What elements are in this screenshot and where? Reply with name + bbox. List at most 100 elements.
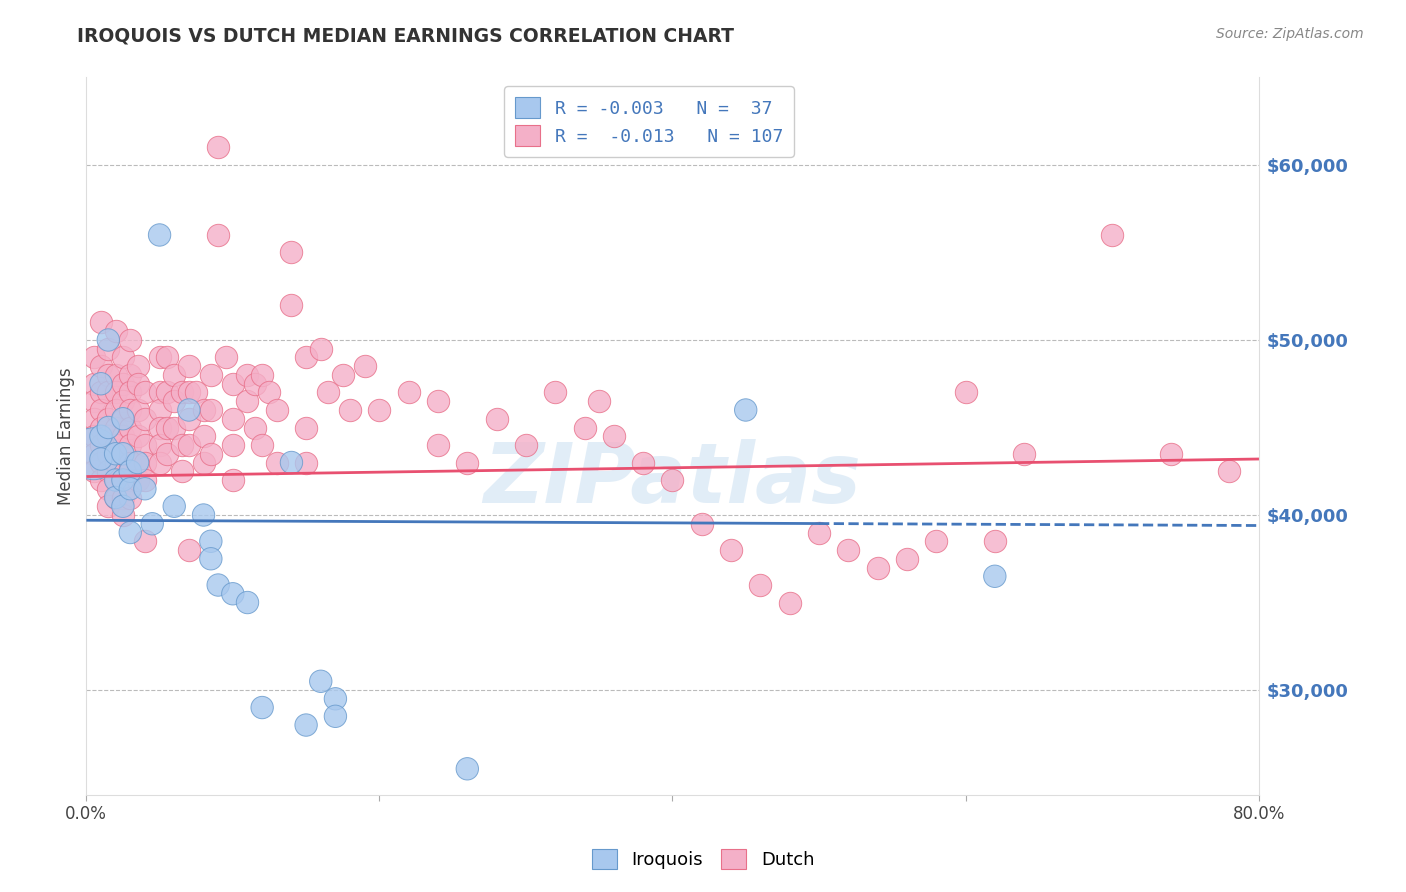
Point bbox=[97, 447, 120, 461]
Point bbox=[325, 709, 347, 723]
Point bbox=[148, 385, 170, 400]
Point bbox=[111, 473, 134, 487]
Point bbox=[90, 452, 112, 467]
Point bbox=[193, 456, 215, 470]
Point bbox=[90, 473, 112, 487]
Point bbox=[207, 140, 229, 154]
Point bbox=[83, 394, 105, 409]
Point bbox=[250, 368, 273, 382]
Point bbox=[325, 691, 347, 706]
Point bbox=[266, 403, 288, 417]
Point bbox=[90, 376, 112, 391]
Point bbox=[690, 516, 713, 531]
Point bbox=[97, 482, 120, 496]
Point bbox=[309, 674, 332, 689]
Point bbox=[280, 456, 302, 470]
Point bbox=[90, 420, 112, 434]
Point bbox=[200, 551, 222, 566]
Point bbox=[163, 500, 186, 514]
Point bbox=[925, 534, 948, 549]
Point bbox=[104, 438, 127, 452]
Point bbox=[148, 420, 170, 434]
Point bbox=[148, 403, 170, 417]
Point bbox=[104, 473, 127, 487]
Point bbox=[120, 491, 142, 505]
Point bbox=[90, 359, 112, 374]
Point bbox=[156, 447, 179, 461]
Point bbox=[127, 359, 149, 374]
Point bbox=[90, 385, 112, 400]
Point bbox=[574, 420, 596, 434]
Point bbox=[984, 534, 1007, 549]
Point bbox=[316, 385, 339, 400]
Point bbox=[97, 429, 120, 443]
Point bbox=[186, 385, 208, 400]
Point bbox=[134, 438, 156, 452]
Y-axis label: Median Earnings: Median Earnings bbox=[58, 368, 75, 505]
Point bbox=[170, 385, 193, 400]
Point bbox=[111, 447, 134, 461]
Point bbox=[222, 473, 245, 487]
Point bbox=[661, 473, 683, 487]
Point bbox=[134, 385, 156, 400]
Point bbox=[207, 227, 229, 242]
Point bbox=[97, 333, 120, 347]
Point bbox=[127, 473, 149, 487]
Point bbox=[148, 227, 170, 242]
Point bbox=[104, 420, 127, 434]
Point bbox=[141, 516, 163, 531]
Point bbox=[97, 368, 120, 382]
Point bbox=[837, 543, 859, 558]
Point bbox=[83, 447, 105, 461]
Point bbox=[120, 482, 142, 496]
Point bbox=[515, 438, 537, 452]
Point bbox=[222, 438, 245, 452]
Point bbox=[111, 394, 134, 409]
Point bbox=[1012, 447, 1035, 461]
Point bbox=[90, 316, 112, 330]
Point bbox=[368, 403, 391, 417]
Point bbox=[134, 411, 156, 425]
Point bbox=[631, 456, 654, 470]
Point bbox=[83, 351, 105, 365]
Point bbox=[250, 438, 273, 452]
Point bbox=[163, 420, 186, 434]
Point bbox=[97, 411, 120, 425]
Point bbox=[177, 411, 200, 425]
Point bbox=[1218, 464, 1240, 478]
Point bbox=[295, 420, 318, 434]
Point bbox=[104, 403, 127, 417]
Point bbox=[222, 411, 245, 425]
Point bbox=[955, 385, 977, 400]
Point bbox=[236, 394, 259, 409]
Point bbox=[83, 464, 105, 478]
Point bbox=[111, 508, 134, 522]
Point bbox=[177, 438, 200, 452]
Point bbox=[83, 411, 105, 425]
Point bbox=[236, 595, 259, 609]
Point bbox=[104, 385, 127, 400]
Point bbox=[83, 447, 105, 461]
Point bbox=[749, 578, 772, 592]
Point bbox=[896, 551, 918, 566]
Point bbox=[104, 491, 127, 505]
Point bbox=[120, 368, 142, 382]
Point bbox=[177, 403, 200, 417]
Point bbox=[398, 385, 420, 400]
Point bbox=[134, 482, 156, 496]
Point bbox=[120, 525, 142, 540]
Point bbox=[156, 385, 179, 400]
Point bbox=[984, 569, 1007, 583]
Point bbox=[295, 351, 318, 365]
Point bbox=[544, 385, 567, 400]
Point bbox=[111, 411, 134, 425]
Point bbox=[104, 324, 127, 338]
Point bbox=[111, 491, 134, 505]
Point bbox=[120, 464, 142, 478]
Point bbox=[120, 456, 142, 470]
Point bbox=[222, 587, 245, 601]
Point bbox=[148, 351, 170, 365]
Point bbox=[111, 376, 134, 391]
Point bbox=[120, 438, 142, 452]
Point bbox=[97, 464, 120, 478]
